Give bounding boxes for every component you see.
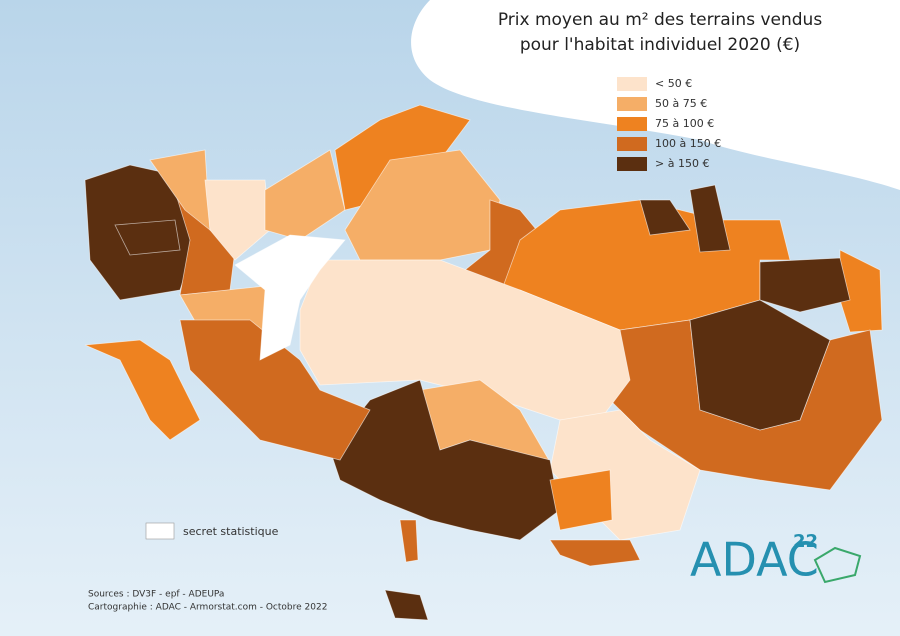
legend-label: 75 à 100 € [655, 117, 714, 130]
legend-swatch [617, 97, 647, 111]
legend-swatch [617, 157, 647, 171]
title: Prix moyen au m² des terrains vendus pour… [498, 10, 823, 55]
region [639, 199, 691, 236]
legend-swatch [617, 77, 647, 91]
logo-text: ADAC [690, 533, 819, 587]
legend-swatch [617, 137, 647, 151]
legend-label: 50 à 75 € [655, 97, 707, 110]
regions [84, 104, 883, 621]
region [549, 539, 641, 567]
title-line: pour l'habitat individuel 2020 (€) [520, 35, 800, 55]
region [689, 184, 731, 253]
region [264, 149, 346, 241]
logo-shape [813, 546, 862, 584]
region [84, 339, 201, 441]
logo-number: 22 [793, 531, 818, 552]
legend-label: < 50 € [655, 77, 692, 90]
region [549, 469, 613, 531]
legend: < 50 € 50 à 75 € 75 à 100 € 100 à 150 € > à … [617, 77, 721, 171]
region [399, 519, 419, 563]
source-line: Sources : DV3F - epf - ADEUPa [88, 590, 224, 600]
region [689, 299, 831, 431]
title-line: Prix moyen au m² des terrains vendus [498, 10, 823, 30]
legend-label: 100 à 150 € [655, 137, 721, 150]
legend-swatch [617, 117, 647, 131]
region [759, 257, 851, 313]
cloud [411, 0, 900, 190]
secret-label: secret statistique [183, 525, 279, 538]
legend-label: > à 150 € [655, 157, 709, 170]
region [204, 179, 271, 261]
secret-swatch [145, 522, 175, 540]
region [384, 589, 429, 621]
source-line: Cartographie : ADAC - Armorstat.com - Oc… [88, 603, 327, 613]
region [334, 104, 471, 211]
region [114, 219, 181, 256]
region [234, 234, 346, 361]
